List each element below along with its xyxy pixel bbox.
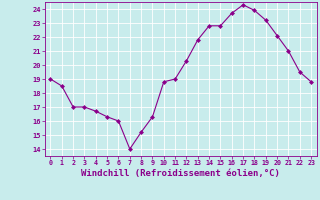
X-axis label: Windchill (Refroidissement éolien,°C): Windchill (Refroidissement éolien,°C) [81,169,280,178]
